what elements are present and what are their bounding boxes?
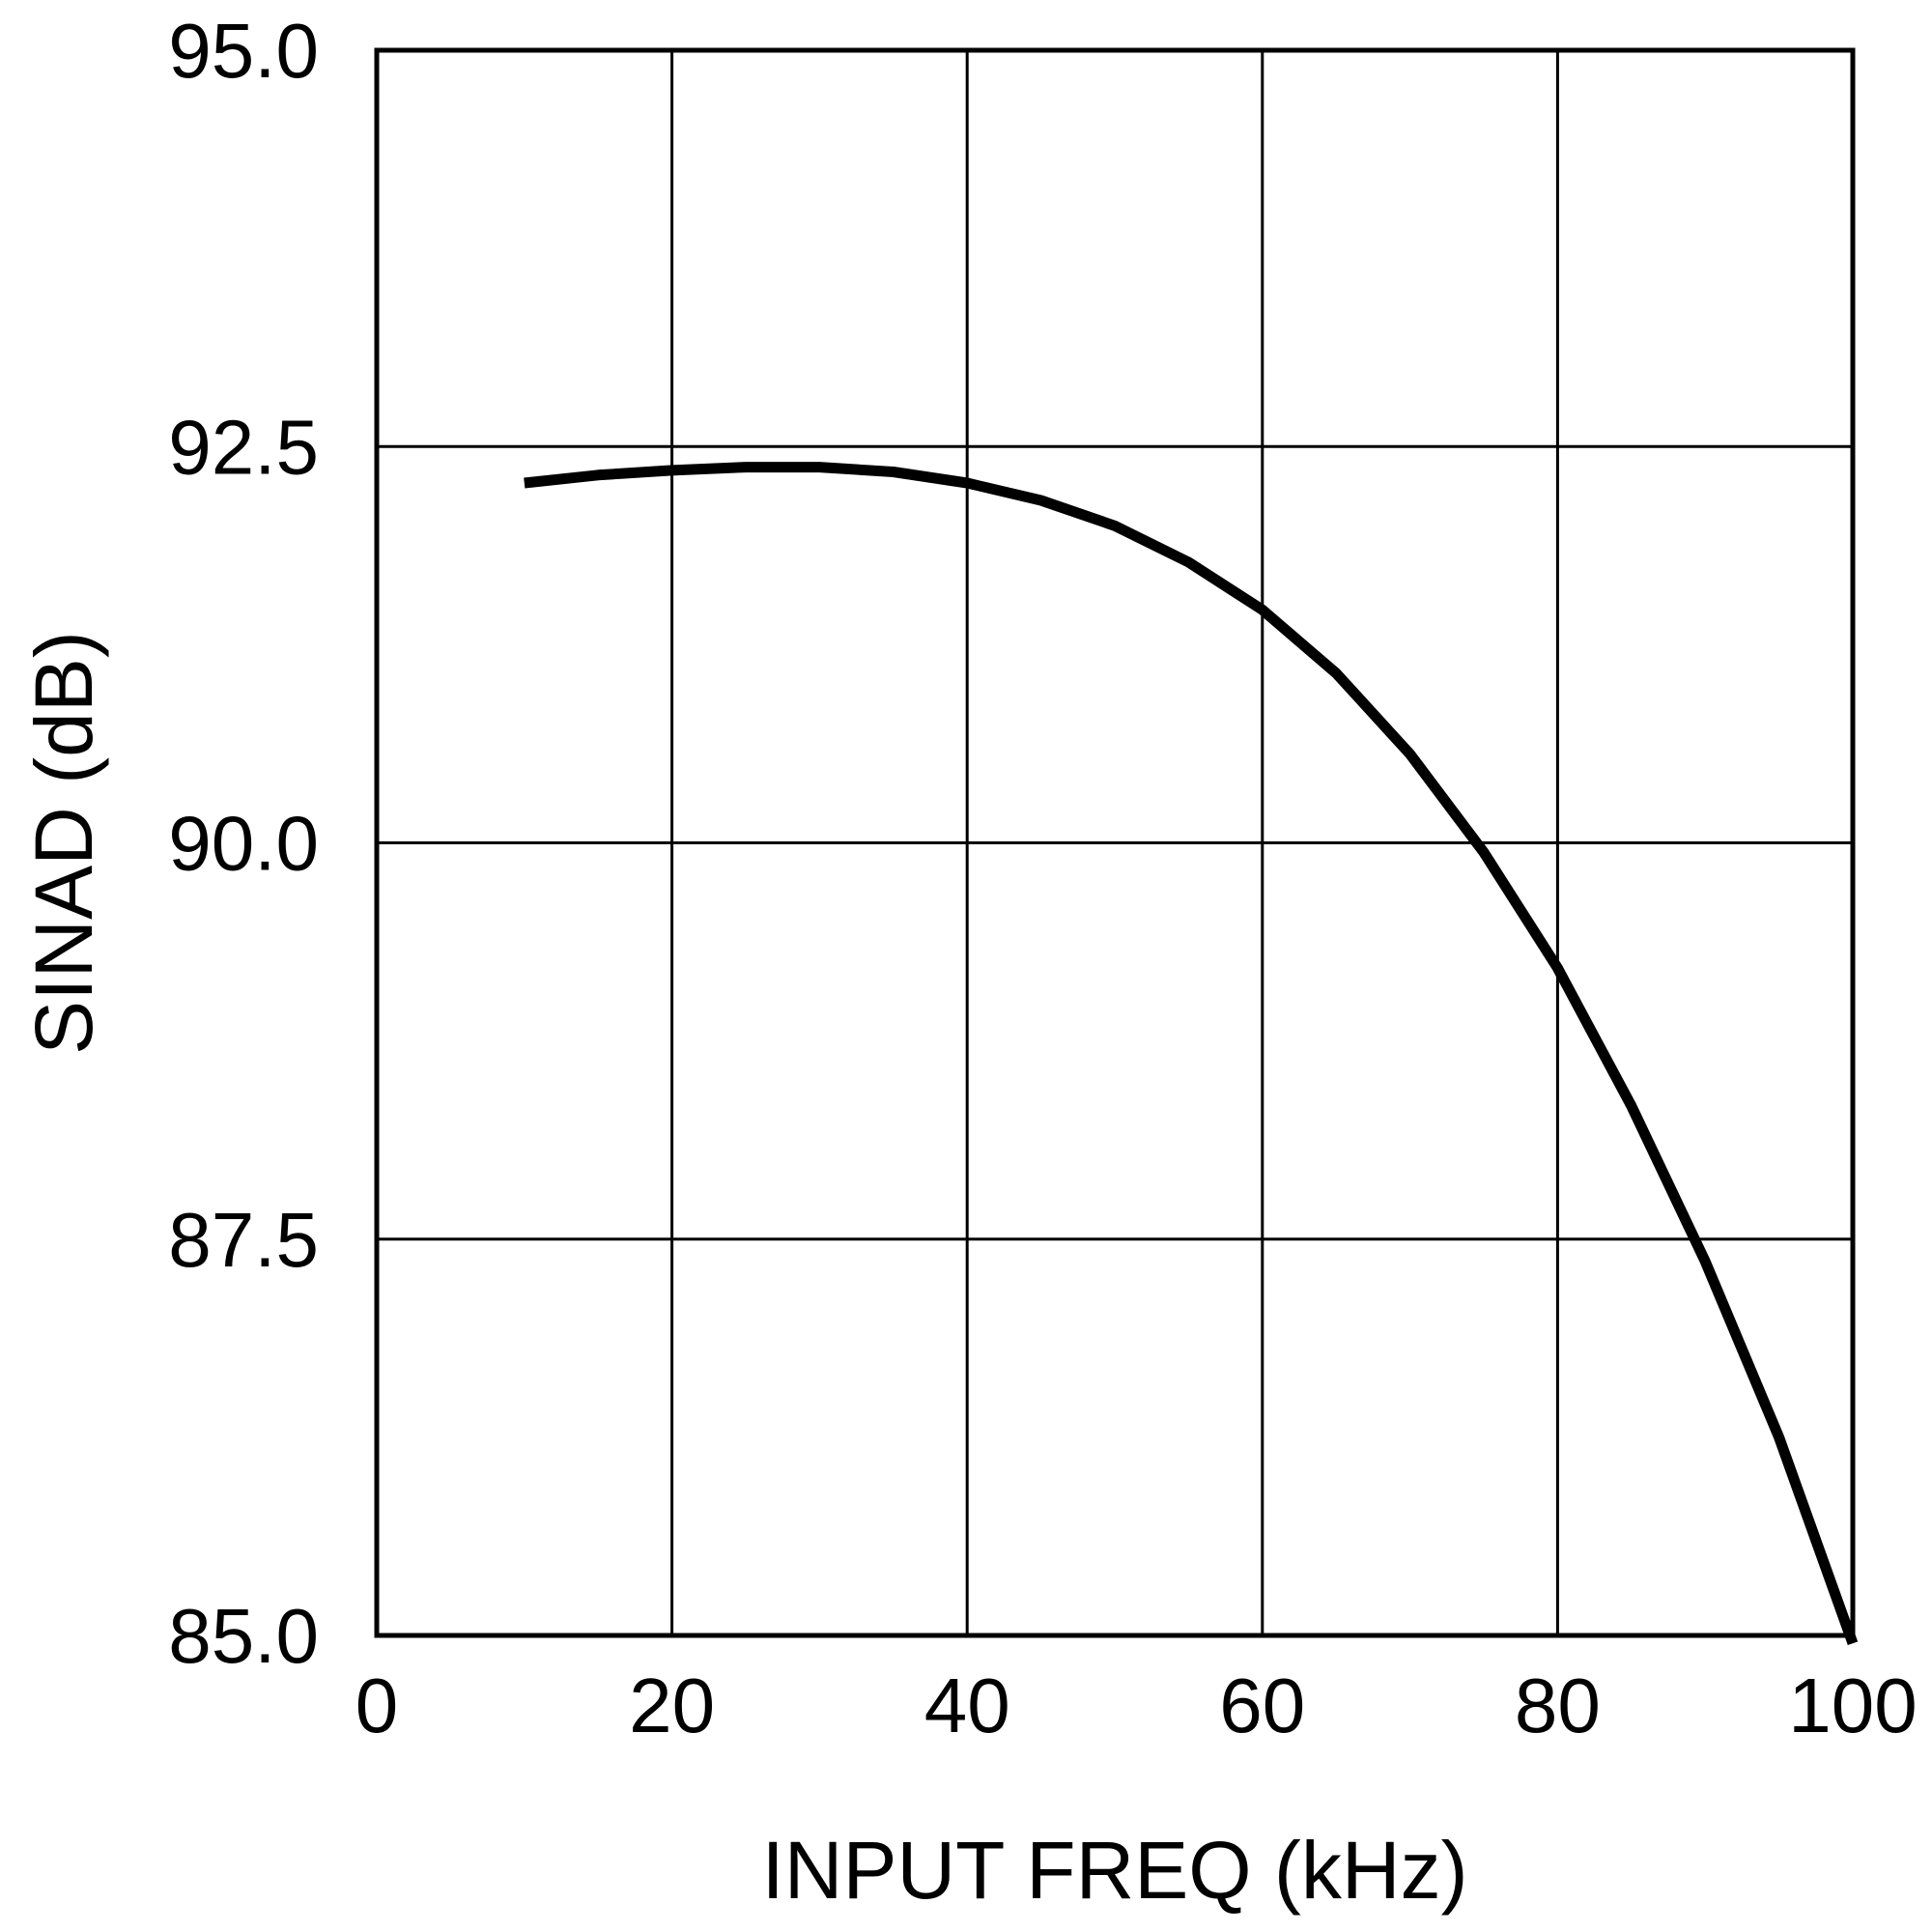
y-tick-labels: 85.0 87.5 90.0 92.5 95.0: [168, 8, 319, 1679]
x-tick-label: 80: [1515, 1662, 1601, 1748]
series-line: [524, 462, 1859, 1646]
x-tick-labels: 0 20 40 60 80 100: [355, 1662, 1918, 1748]
grid-lines: [377, 50, 1853, 1635]
y-tick-label: 92.5: [168, 404, 319, 490]
x-tick-label: 100: [1788, 1662, 1917, 1748]
y-tick-label: 90.0: [168, 801, 319, 887]
x-tick-label: 40: [924, 1662, 1010, 1748]
y-tick-label: 87.5: [168, 1197, 319, 1283]
x-tick-label: 20: [629, 1662, 715, 1748]
y-tick-label: 85.0: [168, 1593, 319, 1679]
x-tick-label: 60: [1219, 1662, 1305, 1748]
y-tick-label: 95.0: [168, 8, 319, 94]
x-tick-label: 0: [355, 1662, 399, 1748]
x-axis-label: INPUT FREQ (kHz): [761, 1825, 1467, 1916]
plot-frame: [374, 47, 1856, 1638]
y-axis-label: SINAD (dB): [18, 631, 109, 1055]
